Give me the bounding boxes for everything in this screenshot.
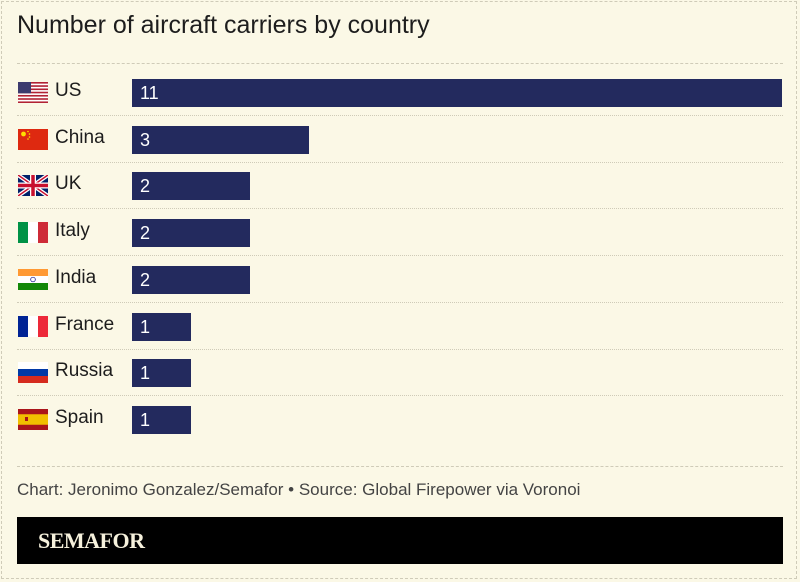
bar-row-uk: UK 2 [16, 163, 783, 210]
bar-china: 3 [132, 125, 310, 154]
category-label: Spain [55, 406, 104, 428]
data-label: 1 [140, 363, 151, 384]
row-divider [17, 395, 783, 397]
bar-us: 11 [132, 79, 782, 107]
category-label: France [55, 313, 115, 335]
bar-india: 2 [132, 265, 251, 294]
us-flag-icon [18, 82, 48, 104]
category-label: Italy [55, 220, 90, 242]
data-label: 1 [140, 409, 151, 430]
bar-row-russia: Russia 1 [17, 350, 783, 397]
row-divider [17, 208, 783, 210]
data-label: 3 [140, 129, 151, 150]
data-label: 1 [140, 316, 151, 337]
category-label: India [55, 266, 97, 288]
bar-italy: 2 [132, 219, 251, 248]
bar-russia: 1 [132, 359, 192, 388]
row-divider [17, 348, 783, 350]
brand-banner: SEMAFOR [17, 517, 783, 564]
row-divider [17, 255, 783, 257]
china-flag-icon [18, 128, 48, 150]
chart-title: Number of aircraft carriers by country [17, 11, 430, 39]
bar-uk: 2 [132, 172, 251, 201]
row-divider [17, 161, 783, 163]
row-divider [17, 301, 783, 303]
semafor-logo: SEMAFOR [38, 528, 145, 553]
bar-row-us: US 11 [17, 70, 783, 116]
uk-flag-icon [16, 173, 50, 199]
bar-row-spain: Spain 1 [17, 397, 783, 443]
data-label: 11 [140, 83, 159, 103]
russia-flag-icon [18, 362, 48, 384]
bar-row-india: India 2 [17, 257, 783, 303]
bar-france: 1 [132, 312, 192, 341]
category-label: UK [55, 173, 82, 195]
category-label: China [55, 126, 105, 148]
spain-flag-icon [18, 408, 48, 430]
bar-row-france: France 1 [17, 304, 783, 350]
data-label: 2 [140, 176, 151, 197]
bar-row-china: China 3 [17, 117, 783, 163]
category-label: US [55, 80, 82, 101]
france-flag-icon [18, 315, 48, 337]
india-flag-icon [18, 268, 48, 290]
category-label: Russia [55, 360, 114, 382]
data-label: 2 [140, 223, 151, 244]
divider [17, 466, 783, 467]
bar-row-italy: Italy 2 [17, 210, 783, 257]
source-credit: Chart: Jeronimo Gonzalez/Semafor • Sourc… [17, 480, 581, 499]
divider [17, 63, 783, 64]
italy-flag-icon [18, 222, 48, 244]
data-label: 2 [140, 269, 151, 290]
row-divider [17, 115, 783, 116]
bar-spain: 1 [132, 405, 192, 434]
